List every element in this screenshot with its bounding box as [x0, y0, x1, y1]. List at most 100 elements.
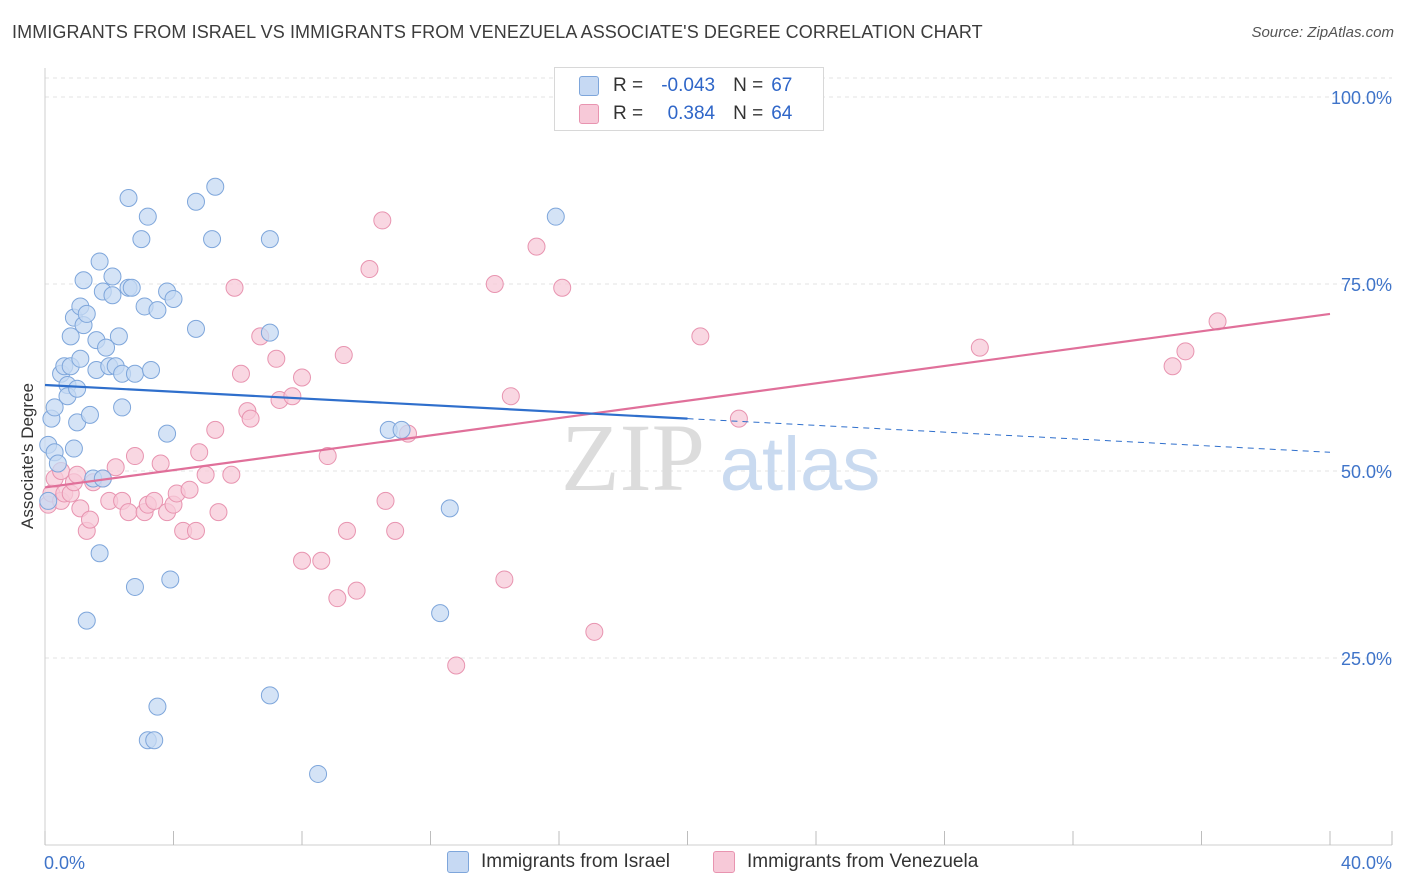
source-label: Source: ZipAtlas.com [1251, 24, 1394, 41]
y-tick-label-25: 25.0% [1341, 649, 1392, 669]
point-venezuela [312, 551, 331, 570]
point-venezuela [1163, 357, 1182, 376]
watermark: ZIP atlas [561, 404, 880, 511]
point-israel [109, 327, 128, 346]
point-israel [431, 604, 450, 623]
y-tick-label-50: 50.0% [1341, 462, 1392, 482]
point-venezuela [106, 458, 125, 477]
point-israel [138, 207, 157, 226]
trend-line-israel-extrapolated [687, 418, 1331, 453]
point-venezuela [209, 503, 228, 522]
legend-r-label-israel: R = [613, 75, 644, 96]
point-israel [103, 267, 122, 286]
point-venezuela [485, 275, 504, 293]
point-israel [161, 570, 180, 589]
point-venezuela [318, 447, 337, 466]
point-venezuela [376, 491, 395, 510]
bottom-legend-label-venezuela: Immigrants from Venezuela [747, 851, 979, 872]
point-venezuela [337, 521, 356, 540]
point-venezuela [180, 480, 199, 499]
point-venezuela [334, 346, 353, 365]
point-israel [125, 577, 144, 596]
point-venezuela [293, 368, 311, 387]
point-venezuela [283, 387, 302, 406]
legend-n-value-venezuela: 64 [771, 103, 793, 124]
point-israel [77, 611, 96, 630]
point-venezuela [1176, 342, 1195, 361]
point-israel [64, 439, 83, 458]
point-israel [103, 286, 122, 305]
point-venezuela [80, 510, 99, 529]
point-venezuela [691, 327, 710, 346]
legend-swatch-israel [579, 76, 599, 96]
point-venezuela [360, 260, 379, 279]
legend-r-label-venezuela: R = [613, 103, 644, 124]
point-israel [260, 686, 279, 705]
point-israel [440, 499, 459, 518]
series-venezuela-points [39, 211, 1227, 675]
legend-n-label-israel: N = [733, 75, 764, 96]
point-israel [68, 379, 87, 398]
trend-line-israel [44, 383, 688, 420]
point-israel [164, 289, 183, 308]
bottom-legend-swatch-israel [447, 851, 469, 873]
point-venezuela [241, 409, 260, 428]
x-tick-label-right: 40.0% [1341, 853, 1392, 873]
legend-swatch-venezuela [579, 104, 599, 124]
point-venezuela [206, 420, 225, 439]
point-venezuela [373, 211, 392, 230]
point-israel [186, 319, 205, 338]
point-venezuela [328, 589, 347, 608]
point-israel [392, 420, 411, 439]
bottom-legend-label-israel: Immigrants from Israel [481, 851, 670, 872]
legend-n-label-venezuela: N = [733, 103, 764, 124]
point-israel [77, 304, 96, 323]
bottom-legend-swatch-venezuela [713, 851, 735, 873]
point-israel [45, 398, 64, 417]
point-israel [39, 491, 58, 510]
point-israel [61, 327, 80, 346]
point-israel [206, 177, 225, 196]
point-venezuela [970, 338, 989, 357]
point-israel [74, 271, 93, 290]
point-israel [203, 230, 222, 249]
point-israel [148, 301, 167, 320]
point-israel [186, 192, 205, 211]
point-venezuela [125, 447, 144, 466]
chart-title: IMMIGRANTS FROM ISRAEL VS IMMIGRANTS FRO… [12, 22, 983, 42]
watermark-zip: ZIP [561, 404, 705, 511]
point-venezuela [68, 465, 87, 484]
point-israel [119, 188, 138, 207]
point-venezuela [293, 551, 311, 570]
y-axis-label: Associate's Degree [18, 383, 37, 529]
point-israel [48, 454, 67, 473]
point-venezuela [495, 570, 514, 589]
y-tick-label-100: 100.0% [1331, 88, 1392, 108]
point-venezuela [231, 364, 250, 383]
correlation-legend: R = -0.043 N = 67 R = 0.384 N = 64 [554, 67, 824, 131]
point-israel [113, 398, 132, 417]
axes [44, 68, 1393, 846]
point-israel [260, 323, 279, 342]
point-venezuela [119, 503, 138, 522]
bottom-legend-israel: Immigrants from Israel [447, 851, 670, 873]
point-israel [122, 278, 141, 297]
legend-n-value-israel: 67 [771, 75, 793, 96]
point-venezuela [267, 349, 286, 368]
tick-labels: 25.0% 50.0% 75.0% 100.0% 0.0% 40.0% [44, 88, 1392, 873]
point-venezuela [729, 409, 748, 428]
point-venezuela [501, 387, 520, 406]
point-venezuela [145, 491, 164, 510]
point-venezuela [222, 465, 241, 484]
point-venezuela [151, 454, 170, 473]
point-venezuela [186, 521, 205, 540]
legend-row-venezuela: R = 0.384 N = 64 [579, 102, 792, 126]
trend-lines [44, 312, 1331, 489]
y-tick-label-75: 75.0% [1341, 275, 1392, 295]
trend-line-venezuela [44, 312, 1331, 489]
point-israel [125, 364, 144, 383]
point-venezuela [386, 521, 405, 540]
point-israel [148, 697, 167, 716]
point-venezuela [527, 237, 546, 256]
